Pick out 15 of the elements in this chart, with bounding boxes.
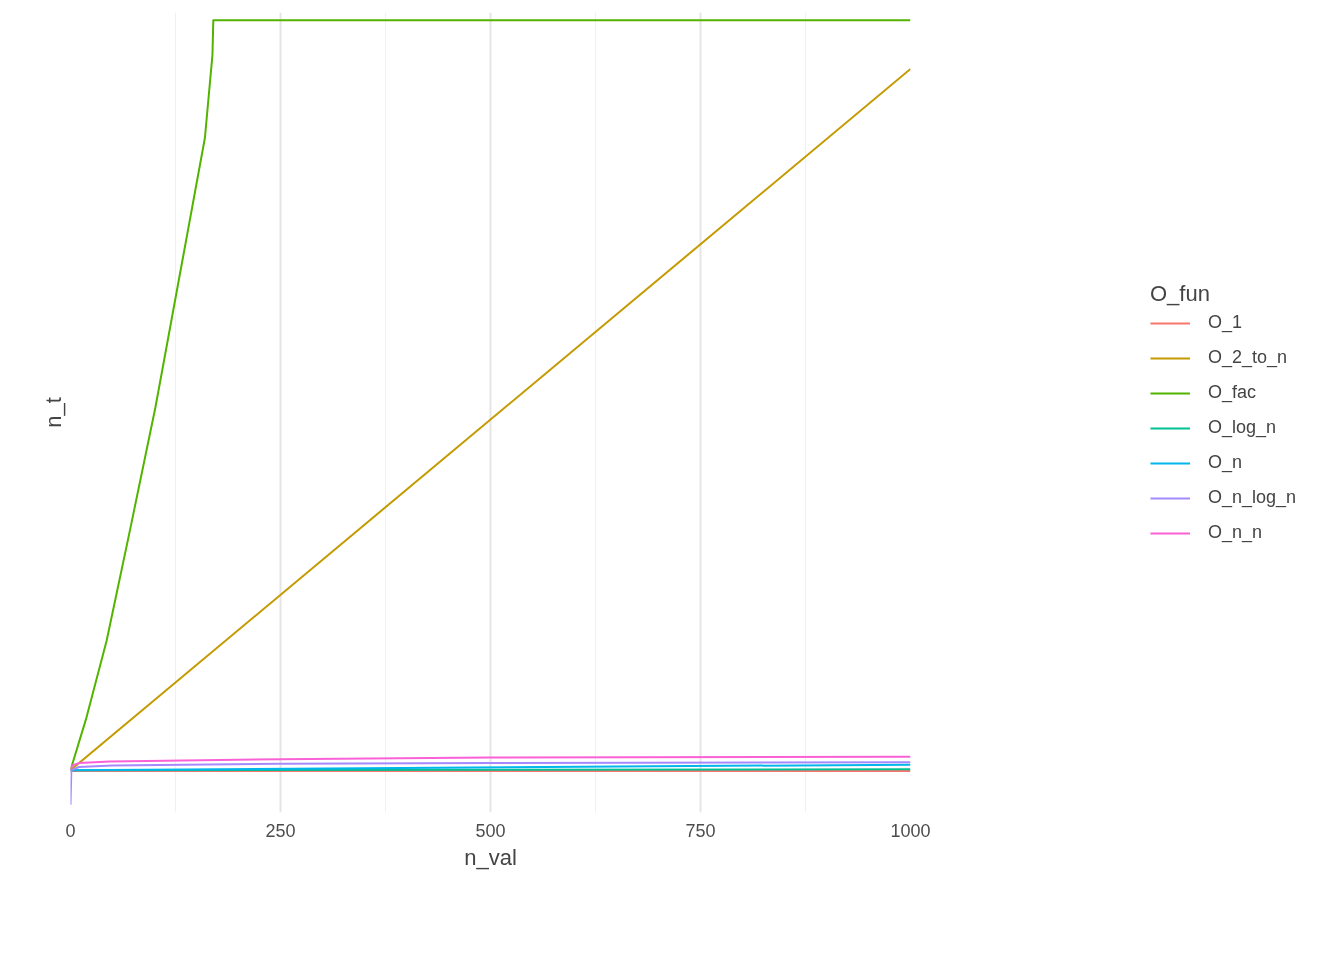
legend-label: O_n — [1207, 452, 1242, 473]
legend-title: O_fun — [1149, 281, 1211, 307]
legend-label: O_log_n — [1207, 417, 1277, 438]
x-tick-label: 250 — [265, 820, 296, 841]
x-tick-label: 500 — [475, 820, 506, 841]
legend-label: O_1 — [1207, 312, 1242, 333]
legend-label: O_n_n — [1207, 522, 1263, 543]
x-tick-label: 750 — [685, 820, 716, 841]
y-axis-title: n_t — [40, 397, 66, 428]
x-axis-title: n_val — [464, 844, 517, 870]
legend-label: O_n_log_n — [1207, 487, 1297, 508]
legend-label: O_2_to_n — [1207, 347, 1288, 368]
legend-label: O_fac — [1207, 382, 1256, 403]
x-tick-label: 0 — [65, 820, 76, 841]
x-tick-label: 1000 — [890, 820, 931, 841]
